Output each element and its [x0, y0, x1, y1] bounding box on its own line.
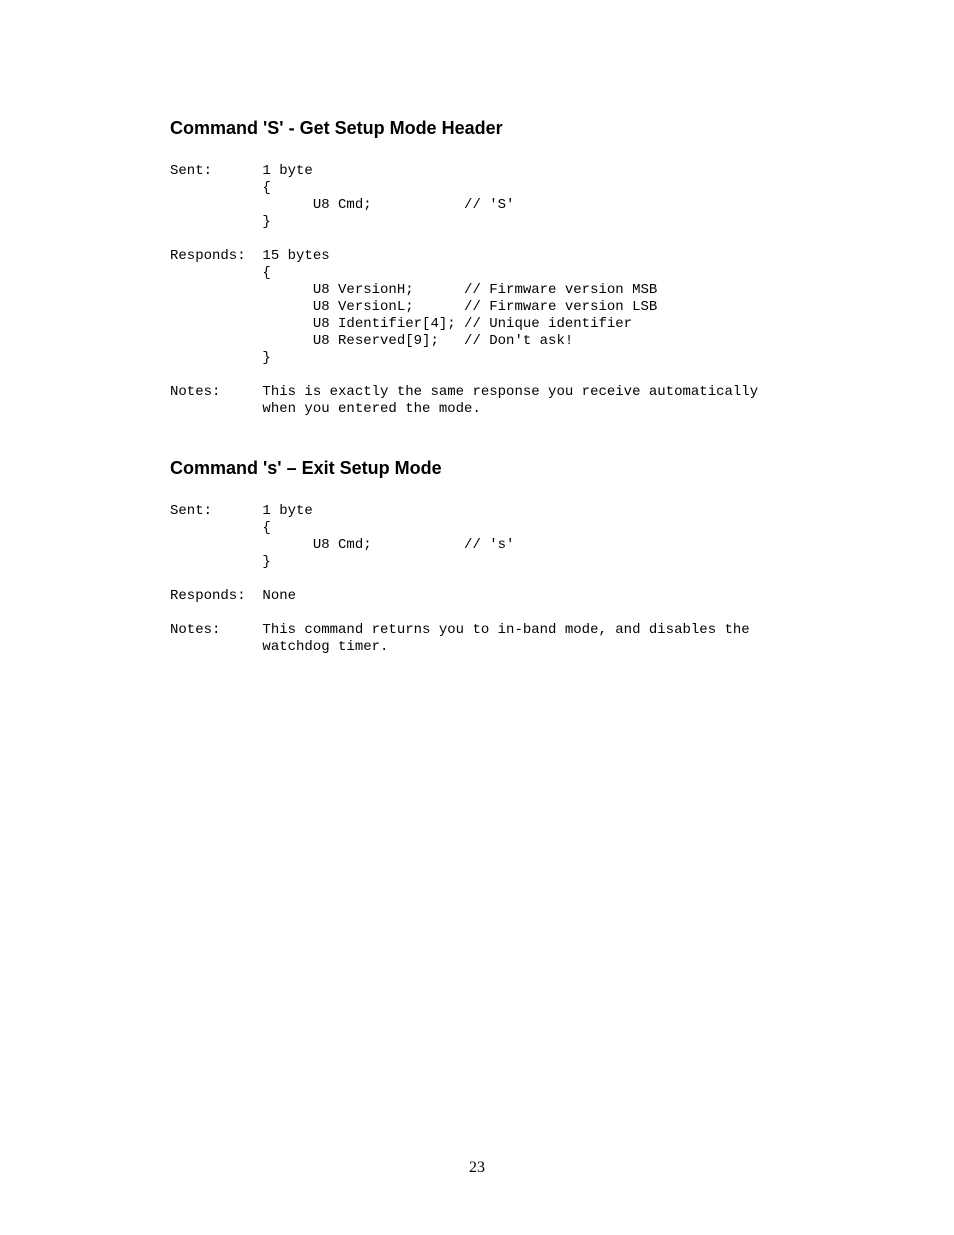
- heading-exit-setup-mode: Command 's' – Exit Setup Mode: [170, 458, 824, 479]
- code-block-exit-setup-mode: Sent: 1 byte { U8 Cmd; // 's' } Responds…: [170, 503, 824, 656]
- page: Command 'S' - Get Setup Mode Header Sent…: [0, 0, 954, 1235]
- code-block-get-setup-mode: Sent: 1 byte { U8 Cmd; // 'S' } Responds…: [170, 163, 824, 418]
- page-number: 23: [0, 1159, 954, 1177]
- heading-get-setup-mode-header: Command 'S' - Get Setup Mode Header: [170, 118, 824, 139]
